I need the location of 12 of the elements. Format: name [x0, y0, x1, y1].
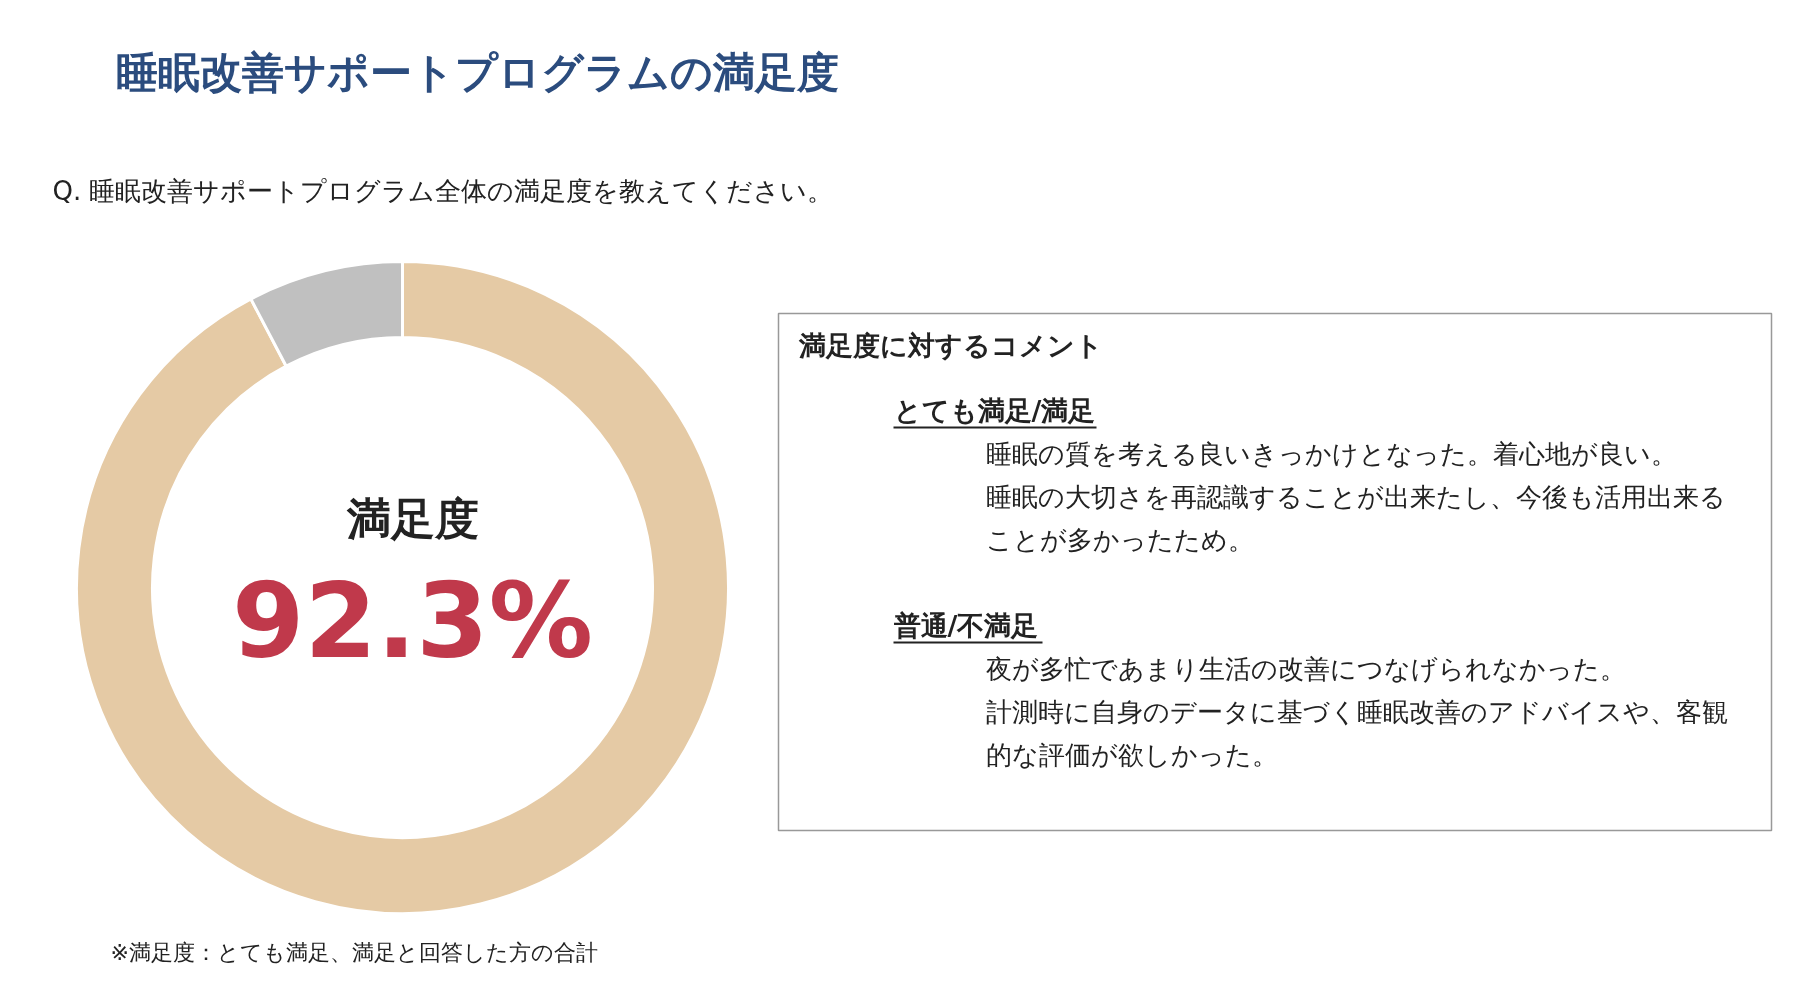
text: 睡眠の大切さを再認識することが出来たし、今後も活用出来ることが多かったため。: [985, 481, 1726, 555]
text: 計測時に自身のデータに基づく睡眠改善のアドバイスや、客観的な評価が欲しかった。: [985, 696, 1728, 770]
text: 睡眠の質を考える良いきっかけとなった。着心地が良い。: [985, 438, 1677, 469]
text: 普通/不満足: [892, 610, 1039, 641]
text: 夜が多忙であまり生活の改善につなげられなかった。: [985, 653, 1626, 684]
chart-subtitle: Q. 睡眠改善サポートプログラム全体の満足度を教えてください。: [52, 175, 834, 206]
text: 92.3%: [232, 559, 593, 682]
chart-title: 睡眠改善サポートプログラムの満足度: [115, 48, 839, 97]
text: とても満足/満足: [893, 395, 1096, 426]
text: 満足度に対するコメント: [797, 330, 1103, 361]
text: ※満足度：とても満足、満足と回答した方の合計: [110, 940, 598, 965]
text: 満足度: [345, 493, 479, 544]
